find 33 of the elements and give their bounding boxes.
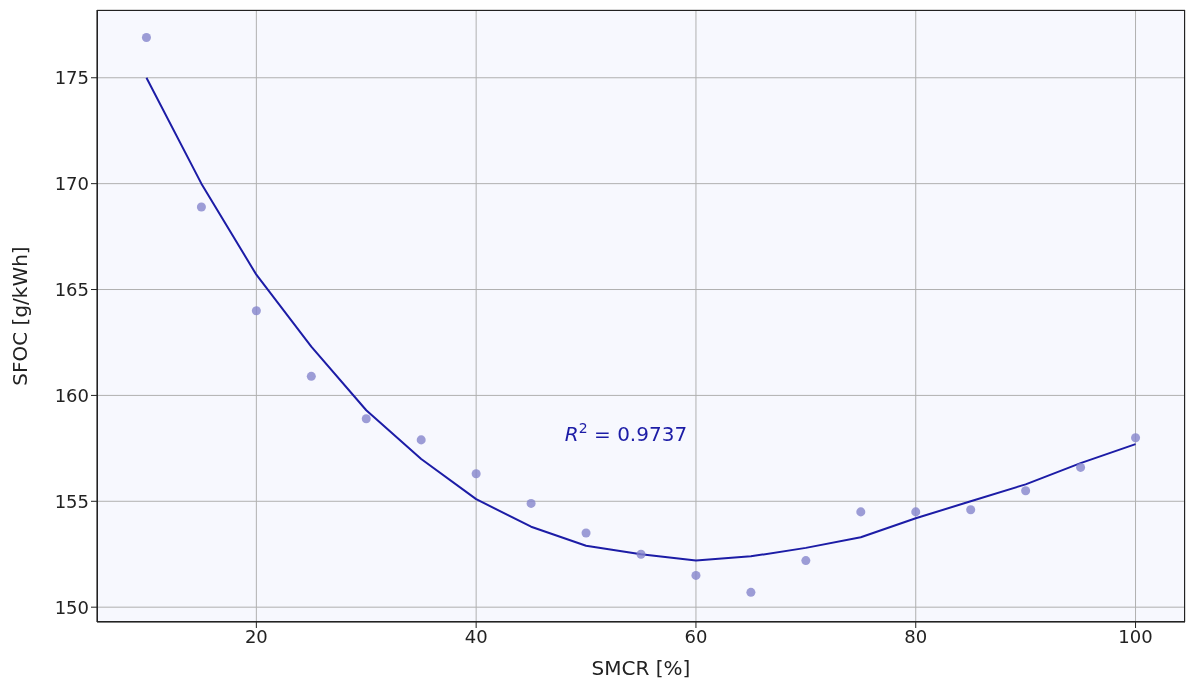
annotation: R$^{2}$ = 0.9737 [564,420,688,447]
point [251,306,261,316]
point [801,556,811,566]
x-tick-label: 80 [904,625,928,647]
x-tick-label: 20 [244,625,268,647]
point [1076,462,1086,472]
point [856,507,866,517]
x-axis-title: SMCR [%] [591,656,691,680]
point [911,507,921,517]
point [471,469,481,479]
point [306,371,316,381]
point [1131,433,1141,443]
y-axis-title: SFOC [g/kWh] [8,246,33,386]
y-tick-label: 165 [54,278,89,300]
point [746,587,756,597]
x-tick-label: 60 [684,625,708,647]
point [361,414,371,424]
point [581,528,591,538]
point [691,570,701,580]
point [141,33,151,43]
point [1021,486,1031,496]
x-tick-label: 100 [1118,625,1153,647]
y-tick-label: 150 [54,596,89,618]
y-tick-label: 160 [54,384,89,406]
y-tick-label: 170 [54,173,89,195]
x-tick-label: 40 [464,625,488,647]
y-tick-label: 175 [54,67,89,89]
point [416,435,426,445]
y-tick-label: 155 [54,490,89,512]
point [636,549,646,559]
point [196,202,206,212]
point [966,505,976,515]
point [526,498,536,508]
